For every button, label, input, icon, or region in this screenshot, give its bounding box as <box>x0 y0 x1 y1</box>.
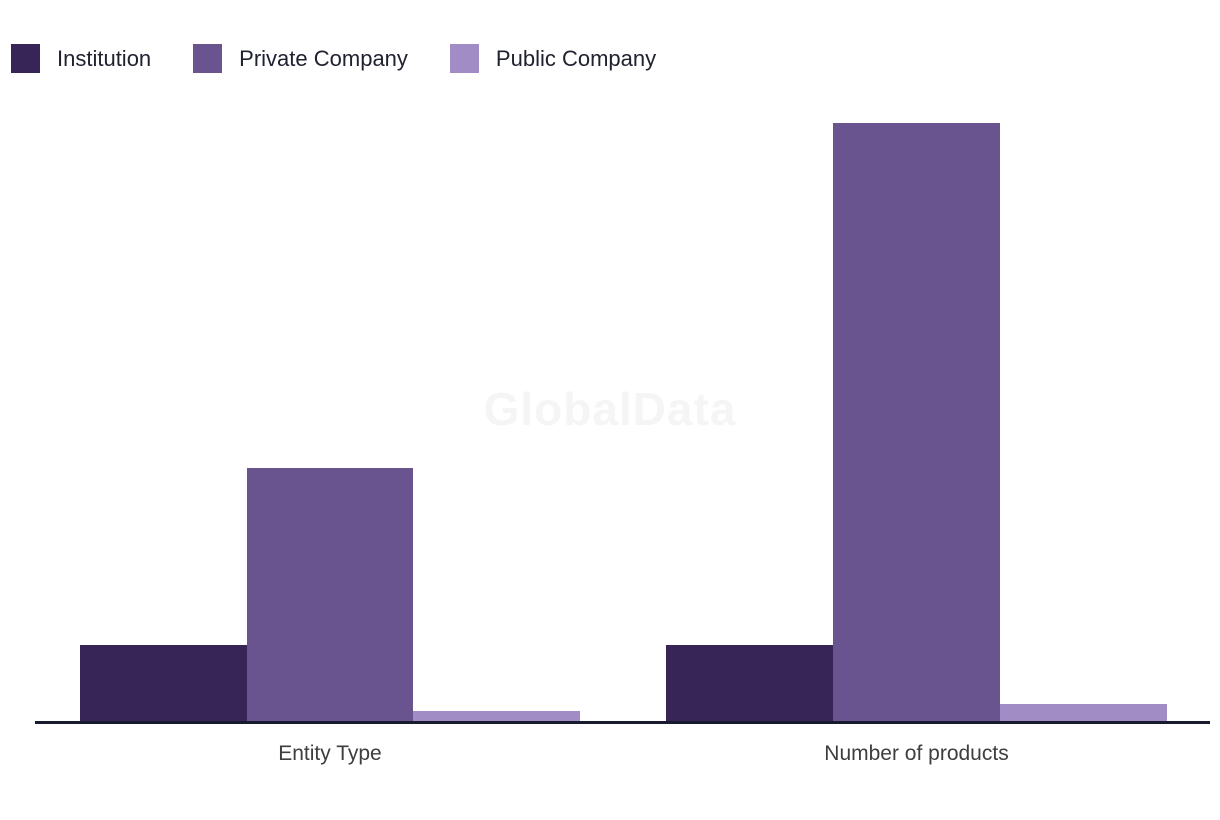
bar-number-of-products-public-company[interactable] <box>1000 704 1167 722</box>
legend: Institution Private Company Public Compa… <box>11 44 698 73</box>
bar-entity-type-private-company[interactable] <box>246 468 414 722</box>
legend-item-public-company[interactable]: Public Company <box>449 44 657 73</box>
x-axis-label-entity-type: Entity Type <box>278 742 382 765</box>
bar-number-of-products-private-company[interactable] <box>833 123 1000 722</box>
legend-label-public-company: Public Company <box>495 46 657 71</box>
x-axis-line <box>35 721 1210 724</box>
bar-entity-type-institution[interactable] <box>80 645 247 722</box>
bar-entity-type-public-company[interactable] <box>413 711 581 722</box>
legend-swatch-private-company <box>193 44 223 73</box>
legend-label-private-company: Private Company <box>239 46 408 71</box>
x-axis-label-number-of-products: Number of products <box>824 742 1009 765</box>
legend-label-institution: Institution <box>57 46 152 71</box>
legend-swatch-public-company <box>449 44 479 73</box>
bar-group-number-of-products <box>666 72 1167 722</box>
legend-item-institution[interactable]: Institution <box>11 44 151 73</box>
bar-group-entity-type <box>80 72 581 722</box>
bar-number-of-products-institution[interactable] <box>666 645 833 722</box>
legend-swatch-institution <box>11 44 40 73</box>
legend-item-private-company[interactable]: Private Company <box>193 44 408 73</box>
